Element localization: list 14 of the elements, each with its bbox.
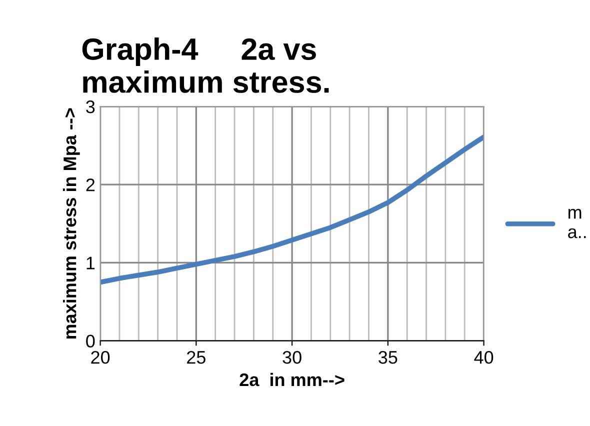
x-tick-label: 20: [91, 351, 110, 364]
x-axis-title: 2a in mm-->: [240, 372, 344, 386]
y-tick-label: 2: [86, 178, 95, 192]
x-tick-label: 35: [378, 351, 398, 364]
x-tick-label: 40: [474, 351, 494, 364]
legend-label: m a..: [568, 208, 586, 238]
y-tick-label: 1: [86, 256, 95, 270]
x-tick-label: 30: [282, 351, 302, 364]
y-tick-label: 3: [86, 100, 95, 114]
y-tick-label: 0: [86, 334, 95, 348]
chart-title: Graph-4 2a vs maximum stress.: [82, 38, 329, 93]
y-axis-title: maximum stress in Mpa -->: [63, 108, 80, 339]
x-tick-label: 25: [187, 351, 206, 364]
line-series: [100, 134, 484, 285]
